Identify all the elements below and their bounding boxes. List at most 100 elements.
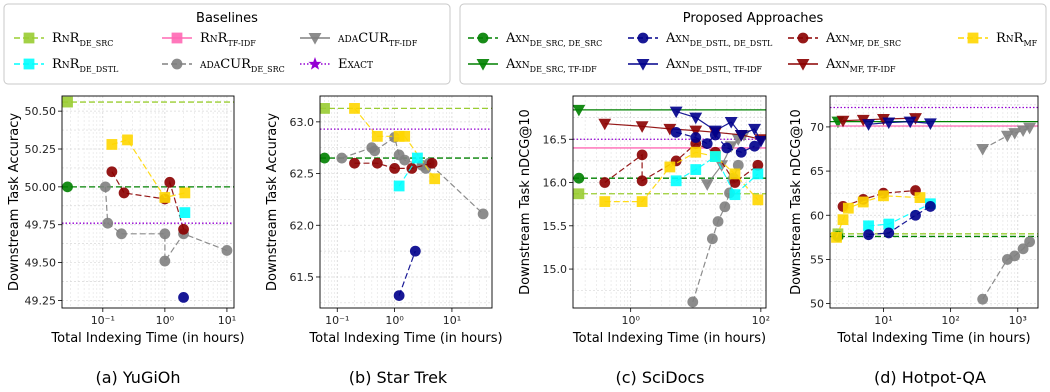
- legend-marker: [476, 59, 490, 71]
- data-point: [159, 192, 171, 203]
- data-point: [976, 143, 990, 156]
- data-point: [598, 118, 612, 131]
- series-line: [868, 205, 931, 236]
- data-point: [690, 164, 702, 175]
- x-tick-label: 10⁰: [621, 314, 640, 327]
- legend-entry-axn-de-dstl-de-dstl: AxnDE_DSTL, DE_DSTL: [628, 31, 773, 48]
- data-point: [635, 121, 649, 133]
- data-point: [724, 116, 738, 129]
- x-axis-label: Total Indexing Time (in hours): [308, 331, 502, 346]
- panel-hotpotqa: 10¹ 10² 10³ 50 55 60 65 70 Total Indexing Time (…: [789, 95, 1039, 387]
- hline-marker-rnr-de-src: [62, 96, 73, 108]
- data-point: [477, 208, 489, 220]
- ticks: 10⁻¹ 10⁰ 10¹ 49.25 49.50 49.75 50.00 50.25 50.50: [25, 105, 237, 327]
- panel-scidocs: 10⁰ 10² 15.0 15.5 16.0 16.5 Total Indexing Tim…: [518, 95, 771, 387]
- series-group: [336, 103, 489, 301]
- data-point: [406, 162, 418, 174]
- data-point: [836, 115, 850, 128]
- data-point: [878, 190, 889, 202]
- data-point: [842, 202, 854, 214]
- data-point: [709, 151, 721, 162]
- data-point: [106, 166, 118, 178]
- data-point: [708, 125, 722, 138]
- legend-entry-axn-mf-tf-idf: AxnMF, TF-IDF: [788, 57, 896, 74]
- data-point: [1000, 130, 1014, 143]
- data-point: [903, 116, 917, 129]
- x-axis-label: Total Indexing Time (in hours): [572, 331, 766, 346]
- legend-marker: [636, 59, 650, 71]
- data-point: [336, 152, 348, 164]
- legend-marker: [797, 32, 809, 44]
- data-point: [1024, 236, 1036, 248]
- data-point: [754, 135, 766, 148]
- legend-proposed: Proposed Approaches AxnDE_SRC, DE_SRC Axn…: [459, 3, 1047, 85]
- legend-entry-rnr-de-src: RnRDE_SRC: [14, 31, 113, 48]
- data-point: [412, 152, 423, 164]
- panel-caption: (b) Star Trek: [349, 368, 448, 387]
- y-tick-label: 49.50: [25, 257, 57, 270]
- data-point: [689, 112, 703, 125]
- data-point: [700, 179, 714, 191]
- data-point: [393, 290, 405, 301]
- data-point: [687, 296, 699, 308]
- x-tick-label: 10²: [752, 314, 770, 327]
- data-point: [863, 229, 874, 241]
- data-point: [735, 146, 747, 158]
- y-tick-label: 49.25: [25, 294, 57, 307]
- y-tick-label: 50.00: [25, 181, 57, 194]
- reference-lines: [62, 96, 234, 224]
- series-line: [868, 120, 931, 125]
- legend-entry-exact: Exact: [300, 56, 373, 72]
- hline-marker-axn-de-src-de-src: [320, 152, 330, 164]
- data-point: [106, 139, 118, 150]
- legend-marker: [308, 33, 322, 45]
- series-adacur-tf-idf: [976, 122, 1037, 156]
- series-axn-de-dstl-tf-idf: [669, 106, 766, 148]
- panel-caption: (d) Hotpot-QA: [874, 368, 986, 387]
- series-rnr-de-dstl: [393, 152, 423, 192]
- series-group: [99, 134, 233, 303]
- legend-marker: [796, 59, 810, 71]
- legend-entry-axn-de-src-tf-idf: AxnDE_SRC, TF-IDF: [468, 57, 597, 74]
- data-point: [178, 291, 189, 303]
- y-tick-label: 50: [810, 298, 824, 311]
- x-axis-label: Total Indexing Time (in hours): [50, 331, 244, 346]
- series-line: [111, 139, 186, 199]
- legend-marker: [308, 56, 322, 70]
- series-adacur-de-src: [336, 131, 489, 220]
- panel-caption: (c) SciDocs: [615, 368, 704, 387]
- panel-caption: (a) YuGiOh: [95, 368, 180, 387]
- series-rnr-mf: [349, 103, 441, 185]
- legend-entry-adacur-tf-idf: adaCURTF-IDF: [300, 31, 418, 48]
- data-point: [636, 175, 648, 187]
- data-point: [924, 201, 936, 212]
- x-tick-label: 10¹: [218, 314, 236, 327]
- data-point: [399, 154, 411, 166]
- ticks: 10⁻¹ 10⁰ 10¹ 61.5 62.0 62.5 63.0: [290, 116, 462, 327]
- ticks: 10⁰ 10² 15.0 15.5 16.0 16.5: [543, 133, 771, 327]
- y-tick-label: 61.5: [290, 271, 315, 284]
- data-point: [831, 231, 842, 243]
- data-point: [178, 223, 189, 235]
- data-point: [116, 228, 127, 240]
- x-tick-label: 10¹: [443, 314, 461, 327]
- legend-proposed-title: Proposed Approaches: [683, 11, 824, 26]
- data-point: [399, 130, 411, 142]
- data-point: [670, 175, 682, 187]
- y-tick-label: 62.0: [290, 219, 315, 232]
- series-axn-de-dstl-tf-idf: [862, 116, 937, 131]
- panel-startrek: 10⁻¹ 10⁰ 10¹ 61.5 62.0 62.5 63.0 Total Indexing…: [265, 95, 503, 387]
- y-axis-label: Downstream Task Accuracy: [265, 113, 280, 291]
- y-tick-label: 15.5: [543, 220, 568, 233]
- series-adacur-de-src: [977, 236, 1036, 305]
- panel-yugioh: 10⁻¹ 10⁰ 10¹ 49.25 49.50 49.75 50.00 50.25 50.50…: [7, 95, 245, 387]
- data-point: [159, 255, 171, 267]
- data-point: [349, 157, 360, 169]
- data-point: [914, 192, 926, 203]
- legend-marker: [23, 58, 35, 70]
- legend-marker: [637, 32, 649, 44]
- legend-marker: [967, 32, 979, 44]
- series-group: [831, 113, 1037, 305]
- series-axn-mf-de-src: [349, 157, 438, 174]
